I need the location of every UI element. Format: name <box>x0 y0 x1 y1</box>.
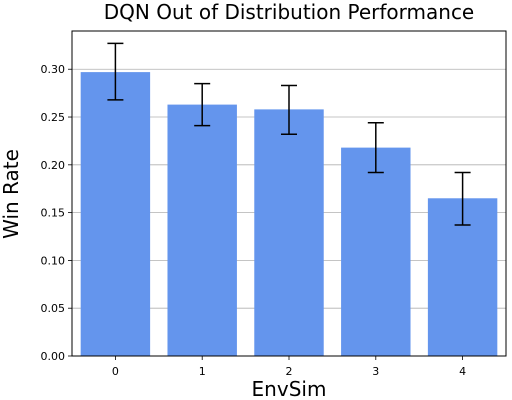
chart-title: DQN Out of Distribution Performance <box>104 0 475 24</box>
bar-1 <box>167 104 237 357</box>
y-axis-label: Win Rate <box>0 149 23 239</box>
y-tick-label: 0.20 <box>41 159 66 172</box>
bar-0 <box>80 72 151 357</box>
x-tick-label: 4 <box>459 365 466 378</box>
y-tick-label: 0.25 <box>41 111 66 124</box>
x-tick-label: 0 <box>112 365 119 378</box>
x-axis-ticks: 0 1 2 3 4 <box>112 356 466 378</box>
bar-2 <box>254 109 324 356</box>
x-tick-label: 3 <box>372 365 379 378</box>
y-axis-ticks: 0.00 0.05 0.10 0.15 0.20 0.25 0.30 <box>41 63 72 363</box>
y-tick-label: 0.10 <box>41 254 66 267</box>
y-tick-label: 0.30 <box>41 63 66 76</box>
bars <box>80 72 498 357</box>
y-tick-label: 0.15 <box>41 207 66 220</box>
error-bars <box>107 42 471 226</box>
x-axis-label: EnvSim <box>252 377 327 400</box>
x-tick-label: 2 <box>286 365 293 378</box>
y-tick-label: 0.00 <box>41 350 66 363</box>
bar-3 <box>341 147 411 356</box>
y-tick-label: 0.05 <box>41 302 66 315</box>
x-tick-label: 1 <box>199 365 206 378</box>
